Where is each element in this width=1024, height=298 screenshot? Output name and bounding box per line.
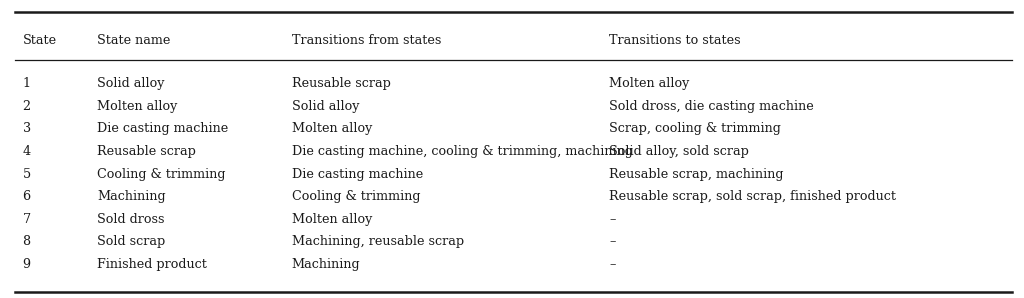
Text: Molten alloy: Molten alloy [292, 213, 372, 226]
Text: Machining: Machining [97, 190, 166, 203]
Text: Transitions from states: Transitions from states [292, 34, 441, 47]
Text: 3: 3 [23, 122, 31, 135]
Text: Die casting machine: Die casting machine [97, 122, 228, 135]
Text: –: – [609, 258, 615, 271]
Text: Molten alloy: Molten alloy [609, 77, 689, 90]
Text: Sold dross: Sold dross [97, 213, 165, 226]
Text: Sold dross, die casting machine: Sold dross, die casting machine [609, 100, 814, 113]
Text: Transitions to states: Transitions to states [609, 34, 741, 47]
Text: Reusable scrap, sold scrap, finished product: Reusable scrap, sold scrap, finished pro… [609, 190, 896, 203]
Text: –: – [609, 213, 615, 226]
Text: Die casting machine: Die casting machine [292, 167, 423, 181]
Text: Molten alloy: Molten alloy [292, 122, 372, 135]
Text: Reusable scrap: Reusable scrap [292, 77, 391, 90]
Text: 5: 5 [23, 167, 31, 181]
Text: State: State [23, 34, 56, 47]
Text: Solid alloy: Solid alloy [97, 77, 165, 90]
Text: Scrap, cooling & trimming: Scrap, cooling & trimming [609, 122, 781, 135]
Text: Reusable scrap: Reusable scrap [97, 145, 197, 158]
Text: Cooling & trimming: Cooling & trimming [97, 167, 225, 181]
Text: Reusable scrap, machining: Reusable scrap, machining [609, 167, 783, 181]
Text: 9: 9 [23, 258, 31, 271]
Text: 6: 6 [23, 190, 31, 203]
Text: State name: State name [97, 34, 171, 47]
Text: 8: 8 [23, 235, 31, 249]
Text: Machining, reusable scrap: Machining, reusable scrap [292, 235, 464, 249]
Text: Solid alloy, sold scrap: Solid alloy, sold scrap [609, 145, 750, 158]
Text: 2: 2 [23, 100, 31, 113]
Text: Machining: Machining [292, 258, 360, 271]
Text: Cooling & trimming: Cooling & trimming [292, 190, 420, 203]
Text: Sold scrap: Sold scrap [97, 235, 166, 249]
Text: –: – [609, 235, 615, 249]
Text: Solid alloy: Solid alloy [292, 100, 359, 113]
Text: 1: 1 [23, 77, 31, 90]
Text: 4: 4 [23, 145, 31, 158]
Text: Finished product: Finished product [97, 258, 207, 271]
Text: Die casting machine, cooling & trimming, machining: Die casting machine, cooling & trimming,… [292, 145, 633, 158]
Text: 7: 7 [23, 213, 31, 226]
Text: Molten alloy: Molten alloy [97, 100, 177, 113]
